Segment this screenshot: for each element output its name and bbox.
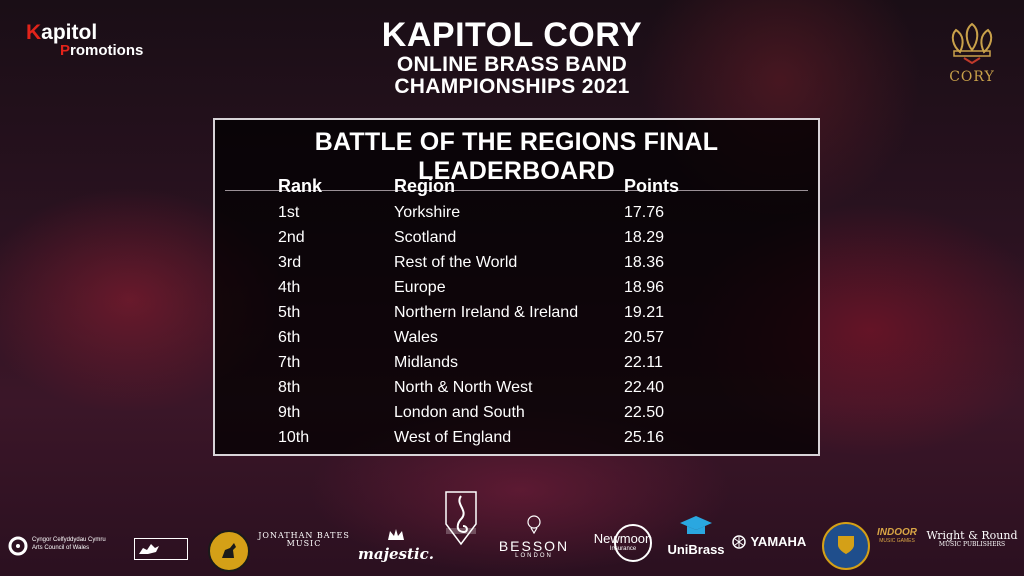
rank-cell: 8th: [278, 379, 301, 396]
jonathan-bates-music-text: MUSIC: [286, 539, 322, 549]
wright-round-text: Wright & Round: [926, 529, 1018, 542]
jonathan-bates-text: JONATHAN BATES: [258, 531, 350, 540]
points-cell: 25.16: [624, 429, 665, 446]
cory-logo-text: CORY: [949, 69, 995, 85]
title-line-3: CHAMPIONSHIPS 2021: [394, 74, 630, 98]
region-cell: Wales: [394, 329, 438, 346]
region-cell: Midlands: [394, 354, 459, 371]
region-cell: North & North West: [394, 379, 533, 396]
arts-council-wales-logo: Cyngor Celfyddydau Cymru Arts Council of…: [8, 536, 118, 556]
indoor-music-games-logo: INDOOR MUSIC GAMES: [872, 527, 922, 544]
points-cell: 22.11: [624, 354, 663, 371]
logo-letter-k: K: [26, 21, 42, 44]
dragon-icon: [139, 544, 159, 554]
heading-divider: [225, 190, 808, 191]
rank-cell: 9th: [278, 404, 301, 421]
prince-of-wales-feathers-icon: [951, 22, 993, 65]
treble-clef-shield-logo: [438, 482, 484, 548]
region-cell: Yorkshire: [394, 204, 461, 221]
besson-text: BESSON: [498, 537, 570, 554]
region-cell: West of England: [394, 429, 512, 446]
rank-cell: 6th: [278, 329, 301, 346]
leaderboard-panel: BATTLE OF THE REGIONS FINAL LEADERBOARD …: [213, 118, 820, 456]
region-cell: Rest of the World: [394, 254, 518, 271]
wright-round-sub-text: MUSIC PUBLISHERS: [938, 540, 1006, 548]
points-cell: 17.76: [624, 204, 665, 221]
newmoon-insurance-logo: Newmoon Insurance: [586, 524, 660, 562]
besson-sub-text: LONDON: [515, 553, 553, 560]
column-header-rank: Rank: [278, 176, 323, 196]
arts-council-text-welsh: Cyngor Celfyddydau Cymru: [32, 537, 106, 543]
kapitol-promotions-logo: Kapitol Promotions: [26, 22, 143, 58]
indoor-text: INDOOR: [877, 527, 917, 538]
points-cell: 20.57: [624, 329, 665, 346]
arts-council-icon: [8, 536, 28, 556]
points-cell: 18.29: [624, 229, 665, 246]
rank-cell: 7th: [278, 354, 301, 371]
world-of-brass-logo: [208, 530, 250, 572]
newmoon-text: Newmoon: [593, 531, 653, 546]
column-header-points: Points: [624, 176, 680, 196]
rank-cell: 3rd: [278, 254, 302, 271]
arts-council-text-english: Arts Council of Wales: [32, 545, 90, 552]
unibrass-text: UniBrass: [667, 541, 725, 557]
title-line-1: KAPITOL CORY: [381, 16, 643, 54]
sponsor-strip: Cyngor Celfyddydau Cymru Arts Council of…: [0, 491, 1024, 576]
crown-icon: [388, 529, 404, 540]
rank-cell: 4th: [278, 279, 301, 296]
region-cell: London and South: [394, 404, 525, 421]
horse-icon: [222, 543, 236, 558]
points-cell: 22.50: [624, 404, 665, 421]
rank-cell: 5th: [278, 304, 301, 321]
points-cell: 19.21: [624, 304, 665, 321]
region-cell: Europe: [394, 279, 446, 296]
region-cell: Northern Ireland & Ireland: [394, 304, 579, 321]
treble-clef-icon: [445, 491, 477, 546]
logo-text-kapitol: apitol: [41, 21, 98, 44]
points-cell: 22.40: [624, 379, 665, 396]
besson-crest-icon: [527, 515, 541, 535]
rank-cell: 10th: [278, 429, 310, 446]
moon-ring-icon: [614, 524, 652, 562]
event-title: KAPITOL CORY ONLINE BRASS BAND CHAMPIONS…: [0, 16, 1024, 98]
yamaha-logo: YAMAHA: [732, 534, 816, 551]
association-crest-logo: [822, 522, 870, 570]
unibrass-logo: UniBrass: [664, 514, 728, 556]
leaderboard-heading: BATTLE OF THE REGIONS FINAL LEADERBOARD: [314, 128, 719, 185]
indoor-sub-text: MUSIC GAMES: [879, 537, 915, 544]
logo-letter-p: P: [60, 42, 71, 59]
rank-cell: 2nd: [278, 229, 305, 246]
cory-logo: CORY: [940, 20, 1004, 85]
newmoon-sub-text: Insurance: [609, 545, 637, 552]
wright-and-round-logo: Wright & Round MUSIC PUBLISHERS: [924, 530, 1020, 548]
graduation-cap-icon: [680, 516, 712, 534]
tuning-forks-icon: [732, 535, 746, 549]
region-cell: Scotland: [394, 229, 457, 246]
rank-cell: 1st: [278, 204, 300, 221]
shield-icon: [838, 536, 854, 554]
majestic-text: majestic.: [358, 544, 434, 563]
logo-text-promotions: romotions: [70, 42, 144, 59]
majestic-logo: majestic.: [356, 528, 436, 563]
government-funding-logo: [134, 538, 188, 560]
besson-logo: BESSON LONDON: [494, 514, 574, 560]
title-line-2: ONLINE BRASS BAND: [396, 52, 628, 76]
jonathan-bates-music-logo: JONATHAN BATES MUSIC: [256, 531, 352, 549]
points-cell: 18.96: [624, 279, 665, 296]
points-cell: 18.36: [624, 254, 665, 271]
yamaha-text: YAMAHA: [750, 533, 807, 549]
column-header-region: Region: [394, 176, 455, 196]
